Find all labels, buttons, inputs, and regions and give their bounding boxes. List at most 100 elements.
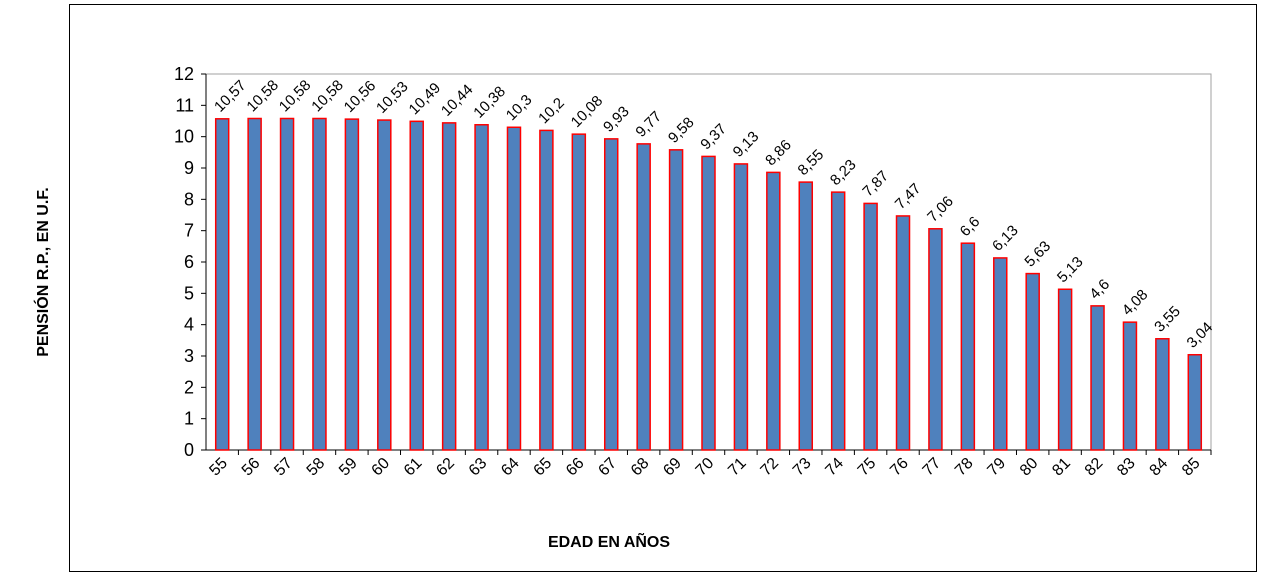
x-tick-label: 71 (725, 455, 750, 480)
bar (960, 242, 976, 451)
bar (1090, 305, 1105, 451)
data-label: 10,38 (470, 83, 509, 122)
x-tick-label: 79 (984, 455, 1009, 480)
bar (766, 171, 781, 451)
bar (603, 138, 619, 451)
data-label: 9,13 (730, 128, 763, 161)
data-label: 5,13 (1054, 253, 1087, 286)
x-tick-label: 73 (790, 455, 815, 480)
bar (279, 117, 295, 451)
bar (344, 118, 360, 451)
x-tick-label: 65 (531, 455, 556, 480)
x-tick-label: 59 (336, 455, 361, 480)
data-label: 9,58 (665, 114, 698, 147)
bar (668, 149, 684, 451)
x-tick-label: 68 (628, 455, 653, 480)
bar (863, 202, 878, 451)
y-tick-label: 8 (184, 189, 194, 209)
bar (993, 257, 1008, 451)
y-tick-label: 10 (174, 127, 194, 147)
bar (1155, 338, 1170, 451)
bar (539, 129, 554, 451)
y-tick-label: 7 (184, 221, 194, 241)
bar (1057, 288, 1073, 451)
data-label: 10,49 (406, 80, 445, 119)
data-label: 9,37 (697, 121, 730, 154)
x-tick-label: 81 (1049, 455, 1074, 480)
x-tick-label: 61 (401, 455, 426, 480)
bar (798, 181, 814, 451)
data-label: 9,93 (600, 103, 633, 136)
y-tick-label: 9 (184, 158, 194, 178)
bar (474, 124, 489, 451)
x-tick-label: 83 (1114, 455, 1139, 480)
x-tick-label: 70 (693, 455, 718, 480)
bar (1025, 272, 1040, 451)
x-tick-label: 69 (660, 455, 685, 480)
data-label: 10,58 (276, 77, 315, 116)
y-tick-label: 11 (175, 95, 194, 115)
y-axis-title: PENSIÓN R.P., EN U.F. (33, 187, 52, 357)
x-tick-label: 77 (920, 455, 945, 480)
x-tick-label: 84 (1147, 455, 1172, 480)
bar (830, 191, 846, 451)
bar (636, 143, 651, 451)
x-tick-label: 57 (271, 455, 296, 480)
data-label: 7,47 (892, 180, 925, 213)
data-label: 10,44 (438, 81, 477, 120)
x-tick-label: 55 (206, 455, 231, 480)
bar (733, 163, 749, 451)
y-tick-label: 1 (184, 409, 194, 429)
data-label: 10,3 (503, 91, 536, 124)
x-ticks: 55 56 57 58 59 60 61 62 63 64 65 66 67 68 69 70 71 72 73 74… (206, 450, 1212, 480)
x-tick-label: 72 (758, 455, 783, 480)
bar (312, 117, 327, 451)
x-tick-label: 62 (433, 455, 458, 480)
data-label: 8,55 (795, 146, 828, 179)
x-tick-label: 75 (855, 455, 880, 480)
bar (441, 122, 457, 451)
bar (928, 228, 943, 451)
x-tick-label: 76 (887, 455, 912, 480)
x-tick-label: 78 (952, 455, 977, 480)
bar (409, 120, 424, 451)
y-tick-label: 5 (184, 283, 194, 303)
x-tick-label: 85 (1179, 455, 1204, 480)
y-tick-label: 2 (184, 377, 194, 397)
data-label: 10,57 (211, 77, 250, 116)
data-label: 8,86 (762, 137, 795, 170)
data-label: 7,06 (924, 193, 957, 226)
data-label: 5,63 (1022, 238, 1055, 271)
bar (701, 155, 716, 451)
y-tick-label: 3 (184, 346, 194, 366)
data-label: 10,58 (308, 77, 347, 116)
x-tick-label: 64 (498, 455, 523, 480)
bar (1122, 321, 1138, 451)
bar (571, 133, 587, 451)
data-label: 10,56 (341, 77, 380, 116)
data-label: 3,55 (1151, 303, 1184, 336)
x-tick-label: 82 (1082, 455, 1107, 480)
data-label: 10,2 (535, 95, 568, 128)
x-tick-label: 60 (369, 455, 394, 480)
data-label: 6,6 (957, 213, 984, 240)
x-tick-label: 67 (595, 455, 620, 480)
data-label: 8,23 (827, 156, 860, 189)
bars (214, 117, 1203, 451)
x-tick-label: 66 (563, 455, 588, 480)
data-label: 10,58 (243, 77, 282, 116)
x-tick-label: 63 (466, 455, 491, 480)
data-label: 6,13 (989, 222, 1022, 255)
data-label: 7,87 (859, 168, 892, 201)
data-label: 9,77 (632, 108, 665, 141)
data-label: 4,6 (1086, 276, 1113, 303)
x-tick-label: 58 (304, 455, 329, 480)
y-tick-label: 12 (174, 64, 194, 84)
y-tick-label: 4 (184, 315, 194, 335)
bar (214, 118, 230, 451)
x-tick-label: 56 (239, 455, 264, 480)
x-tick-label: 80 (1017, 455, 1042, 480)
data-label: 10,53 (373, 78, 412, 117)
